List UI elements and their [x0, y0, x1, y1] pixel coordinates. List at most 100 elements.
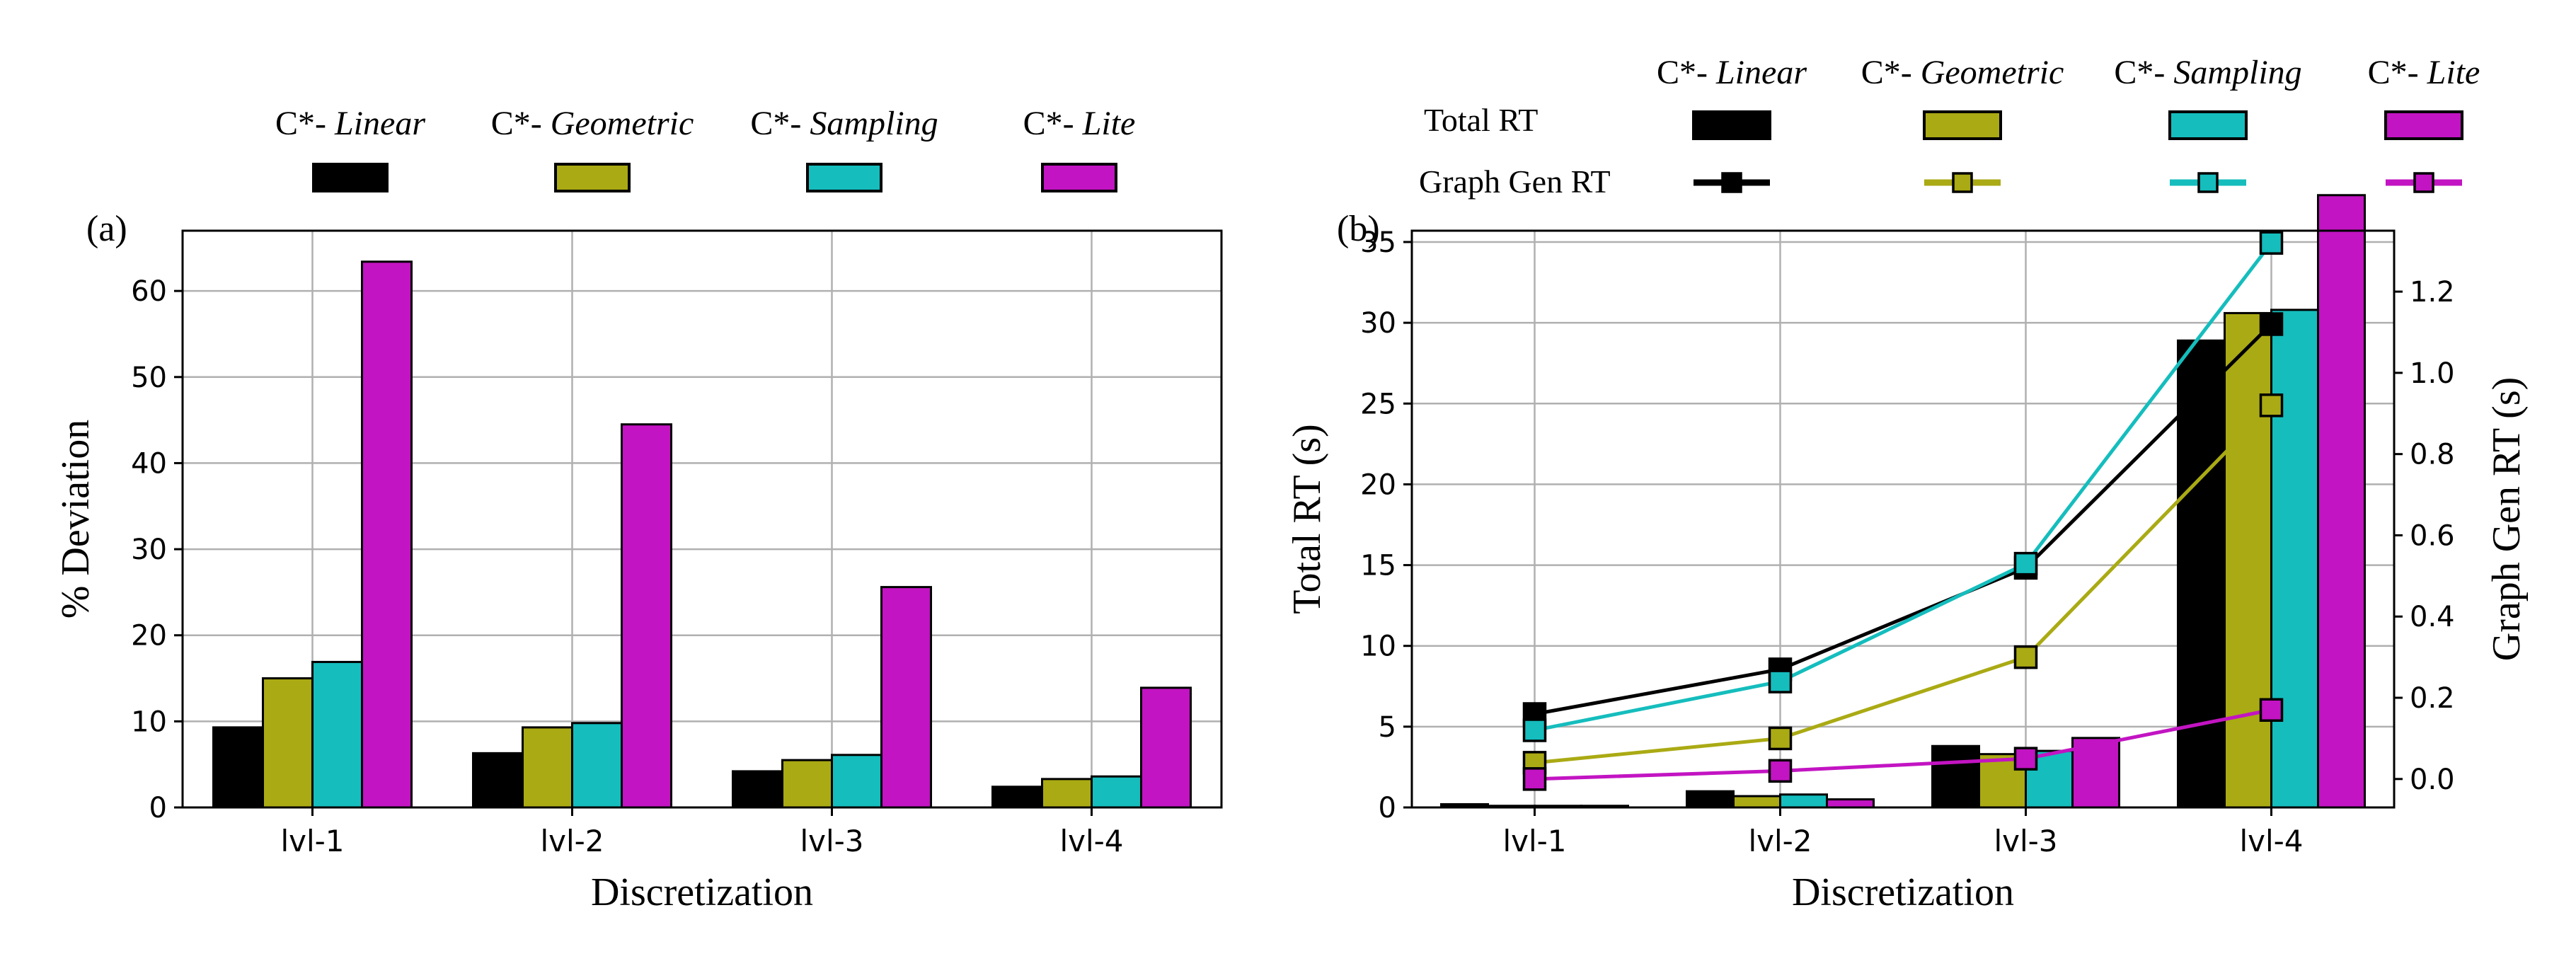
panel-b-legend-item-linear: C*- Linear [1657, 54, 1807, 193]
panel-b-ytick-right-label: 0.6 [2410, 519, 2455, 552]
panel-a-legend-swatch [806, 163, 882, 192]
panel-b-xtick-label: lvl-2 [1748, 824, 1812, 858]
panel-a-bar-lite-lvl-1 [361, 260, 413, 809]
panel-a-ytick-label: 40 [131, 447, 167, 480]
panel-b-legend-marker [1952, 172, 1973, 193]
panel-b-ytick-label: 35 [1360, 226, 1396, 259]
panel-b-legend-swatch [2384, 110, 2463, 140]
panel-b-xtick-label: lvl-1 [1502, 824, 1566, 858]
panel-b-ytick-label: 5 [1379, 711, 1396, 744]
panel-b-bar-sampling-lvl-4 [2270, 309, 2319, 809]
panel-b-marker-lite-lvl-2 [1768, 759, 1793, 783]
panel-b-frame [1410, 229, 2396, 809]
panel-a-ytick-label: 60 [131, 275, 167, 308]
panel-a-bar-lite-lvl-4 [1140, 686, 1192, 809]
panel-b-legend-marker [1721, 172, 1742, 193]
panel-b-bar-geometric-lvl-3 [1978, 753, 2027, 809]
panel-a-ytick-label: 50 [131, 362, 167, 394]
panel-a-bar-lite-lvl-2 [621, 423, 672, 809]
panel-b-line-linear [1534, 323, 2273, 716]
panel-a-bar-sampling-lvl-4 [1091, 775, 1142, 809]
panel-a-xtick-label: lvl-4 [1059, 824, 1123, 858]
panel-a-ylabel: % Deviation [54, 420, 98, 618]
panel-b-ylabel: Total RT (s) [1285, 424, 1329, 614]
panel-a-legend-item-linear: C*- Linear [275, 105, 425, 192]
panel-a-legend-swatch [312, 163, 389, 192]
panel-b-marker-lite-lvl-4 [2259, 698, 2284, 723]
panel-a-legend-swatch [554, 163, 631, 192]
panel-b-ytick-label: 10 [1360, 631, 1396, 663]
panel-a-xtick-label: lvl-3 [800, 824, 863, 858]
panel-b-bar-linear-lvl-2 [1686, 790, 1735, 809]
panel-a-legend-item-geometric: C*- Geometric [491, 105, 694, 192]
panel-b-label: (b) [1337, 209, 1380, 249]
panel-b-bar-lite-lvl-2 [1826, 798, 1875, 809]
panel-b-legend-label: C*- Sampling [2114, 54, 2301, 91]
panel-b-ylabel-right: Graph Gen RT (s) [2485, 377, 2529, 662]
panel-b-legend-swatch [1692, 110, 1771, 140]
panel-b-legend-label: C*- Geometric [1861, 54, 2064, 91]
panel-b-bar-sampling-lvl-2 [1779, 793, 1828, 809]
panel-b-ytick-right-label: 1.2 [2410, 276, 2455, 309]
panel-a-bar-geometric-lvl-3 [781, 759, 833, 809]
panel-b-ytick-label: 0 [1379, 792, 1396, 824]
panel-b-legend-row-total: Total RT [1424, 102, 1538, 138]
panel-b-ytick-label: 30 [1360, 307, 1396, 340]
panel-b-ytick-label: 15 [1360, 550, 1396, 582]
panel-b-marker-sampling-lvl-1 [1522, 718, 1547, 742]
panel-b-legend-item-lite: C*- Lite [2368, 54, 2480, 193]
panel-a-xlabel: Discretization [591, 870, 813, 914]
panel-b-xtick-label: lvl-4 [2239, 824, 2303, 858]
panel-a-legend-label: C*- Lite [1023, 105, 1136, 142]
panel-a-xtick-label: lvl-1 [280, 824, 344, 858]
panel-b-ytick-right-label: 0.4 [2410, 601, 2455, 633]
panel-a-bar-linear-lvl-1 [212, 726, 264, 809]
panel-a-bar-sampling-lvl-2 [571, 722, 623, 809]
panel-a-ytick-label: 30 [131, 534, 167, 566]
panel-b-ytick-right-label: 0.0 [2410, 764, 2455, 796]
panel-a-legend-item-sampling: C*- Sampling [750, 105, 938, 192]
panel-b-marker-sampling-lvl-4 [2259, 231, 2284, 255]
panel-a-bar-sampling-lvl-3 [831, 754, 882, 809]
panel-b-marker-geometric-lvl-4 [2259, 393, 2284, 418]
panel-a-bar-geometric-lvl-2 [522, 726, 573, 809]
panel-a-legend-label: C*- Geometric [491, 105, 694, 142]
panel-b-marker-geometric-lvl-3 [2013, 645, 2038, 669]
panel-b-marker-lite-lvl-1 [1522, 767, 1547, 791]
panel-b-bar-geometric-lvl-4 [2224, 311, 2272, 809]
panel-b-line-lite [1534, 708, 2272, 781]
panel-a-legend-item-lite: C*- Lite [1023, 105, 1136, 192]
panel-b-legend-label: C*- Lite [2368, 54, 2480, 91]
panel-a-bar-linear-lvl-3 [732, 770, 783, 809]
panel-b-marker-sampling-lvl-3 [2013, 551, 2038, 576]
panel-b-line-sampling [1534, 241, 2273, 732]
panel-b-legend-marker [2413, 172, 2434, 193]
panel-a-legend-label: C*- Linear [275, 105, 425, 142]
panel-a-ytick-label: 20 [131, 620, 167, 652]
panel-b-chart [1403, 194, 2403, 816]
panel-b-ytick-label: 20 [1360, 468, 1396, 501]
panel-b-legend-swatch [2168, 110, 2248, 140]
panel-a-bar-geometric-lvl-1 [262, 677, 314, 809]
panel-b-legend-label: C*- Linear [1657, 54, 1807, 91]
panel-a-legend-swatch [1041, 163, 1117, 192]
panel-b-ytick-right-label: 0.8 [2410, 439, 2455, 471]
panel-b-bar-geometric-lvl-2 [1732, 795, 1781, 809]
panel-b-marker-sampling-lvl-2 [1768, 669, 1793, 694]
panel-b-xtick-label: lvl-3 [1994, 824, 2057, 858]
panel-a-label: (a) [86, 209, 127, 249]
panel-a-ytick-label: 10 [131, 706, 167, 738]
panel-b-ytick-right-label: 1.0 [2410, 357, 2455, 390]
panel-b-bar-linear-lvl-4 [2177, 339, 2226, 809]
panel-b-marker-linear-lvl-4 [2259, 312, 2284, 336]
panel-b-legend-item-geometric: C*- Geometric [1861, 54, 2064, 193]
panel-a-bar-lite-lvl-3 [880, 586, 932, 809]
panel-b-ytick-label: 25 [1360, 388, 1396, 420]
panel-a-frame [181, 229, 1223, 809]
panel-b-legend-swatch [1923, 110, 2002, 140]
panel-a-bar-geometric-lvl-4 [1041, 778, 1093, 809]
panel-a-bar-linear-lvl-4 [991, 786, 1043, 809]
panel-a-xtick-label: lvl-2 [540, 824, 604, 858]
panel-b-bar-linear-lvl-3 [1931, 744, 1980, 809]
